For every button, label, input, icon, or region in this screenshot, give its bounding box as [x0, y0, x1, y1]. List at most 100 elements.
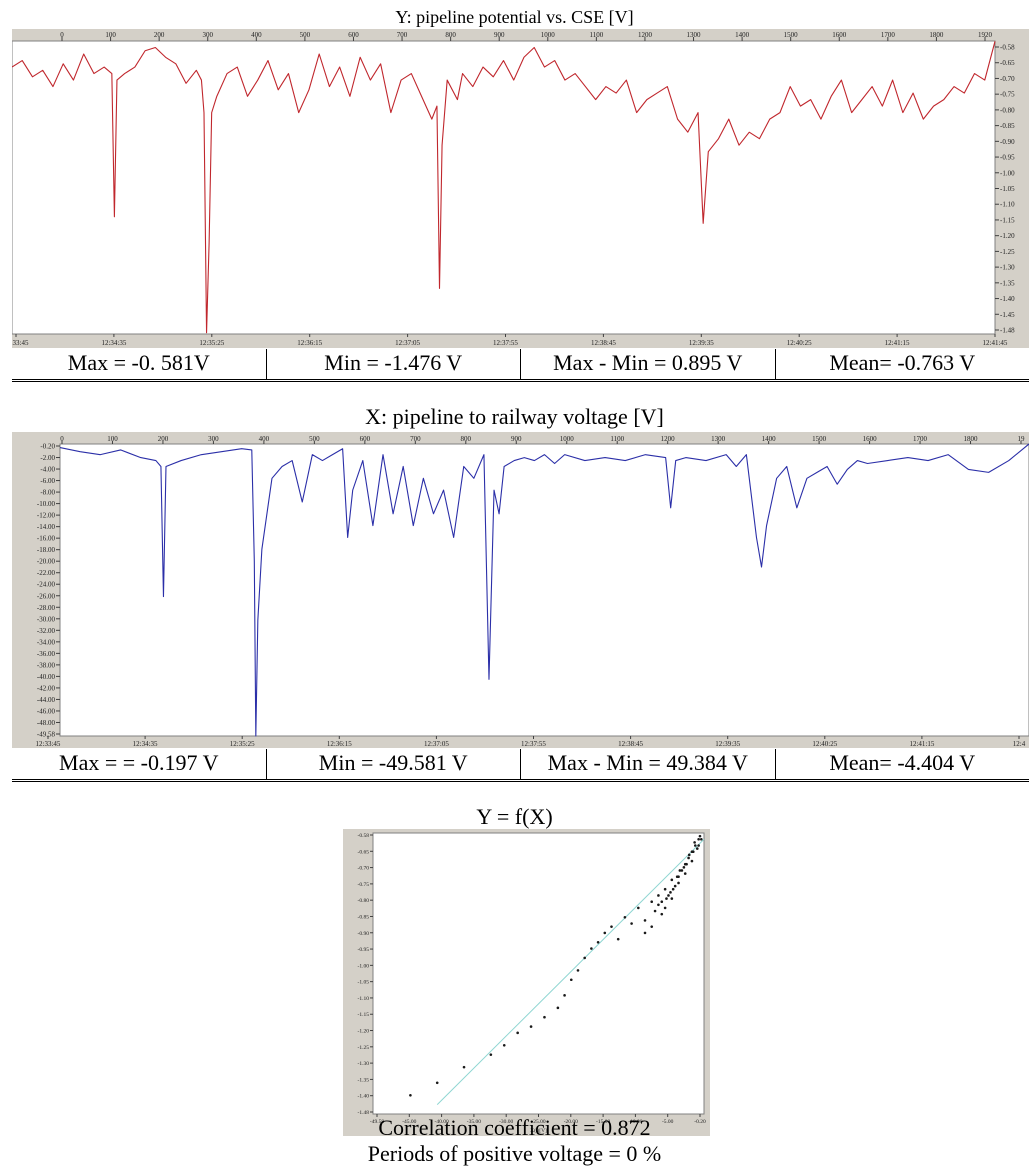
scatter-fit-line	[436, 838, 705, 1105]
x-chart-series-line	[59, 443, 1029, 737]
y-chart-top-tick-label: 1800	[929, 31, 944, 39]
x-chart-top-tick-label: 1600	[863, 435, 878, 443]
x-chart-top-tick-label: 700	[410, 435, 421, 443]
x-chart-top-tick-label: 500	[309, 435, 320, 443]
x-stat-mean: Mean= -4.404 V	[829, 750, 976, 775]
scatter-point	[691, 850, 695, 854]
scatter-point	[678, 869, 682, 872]
x-stats-row: Max = = -0.197 V Min = -49.581 V Max - M…	[12, 749, 1029, 782]
scatter-point	[687, 853, 691, 857]
scatter-point	[563, 994, 566, 997]
y-chart: 0 100 200 300 400 500 600 700 800 900 1000 1100 1200…	[12, 31, 1015, 347]
x-chart-time-tick-label: 12:37:55	[521, 740, 546, 748]
scatter-point	[569, 978, 573, 982]
scatter-x-axis-label: X(t)[V]	[530, 1127, 547, 1134]
y-chart-y-tick-label: -1.45	[1000, 311, 1015, 319]
scatter-point	[695, 847, 699, 850]
scatter-x-tick-label: -30.00	[499, 1119, 513, 1125]
x-stat-min: Min = -49.581 V	[267, 749, 521, 779]
x-chart-y-tick-label: -22.00	[37, 569, 56, 577]
scatter-y-tick-label: -1.10	[358, 996, 370, 1002]
y-chart-time-tick-label: 12:40:25	[787, 339, 812, 347]
y-chart-y-tick-label: -1.25	[1000, 248, 1015, 256]
scatter-point	[677, 881, 680, 885]
y-chart-top-tick-label: 1500	[784, 31, 799, 39]
x-chart-y-tick-label: -32.00	[37, 627, 56, 635]
scatter-x-tick-label: -20.00	[564, 1119, 578, 1125]
scatter-point	[697, 844, 700, 847]
scatter-point	[685, 862, 688, 866]
x-chart-y-tick-label: -38.00	[37, 661, 56, 669]
x-chart-y-tick-label: -10.00	[37, 500, 56, 508]
x-chart-y-tick-label: -36.00	[37, 650, 56, 658]
scatter-point	[409, 1093, 412, 1097]
scatter-point	[670, 897, 674, 900]
scatter-point	[462, 1065, 466, 1069]
y-chart-top-tick-label: 1600	[832, 31, 847, 39]
y-chart-y-tick-label: -0.95	[1000, 154, 1015, 162]
scatter-point	[516, 1031, 519, 1035]
y-chart-top-tick-label: 300	[202, 31, 213, 39]
x-chart-y-tick-label: -40.00	[37, 673, 56, 681]
y-chart-y-tick-label: -1.20	[1000, 232, 1015, 240]
scatter-x-tick-label: -35.00	[467, 1119, 481, 1125]
scatter-x-tick-label: -15.00	[596, 1119, 610, 1125]
y-chart-top-tick-label: 1200	[638, 31, 653, 39]
x-chart-y-tick-label: -34.00	[37, 638, 56, 646]
x-chart-time-tick-label: 12:38:45	[618, 740, 643, 748]
y-chart-top-tick-label: 500	[300, 31, 311, 39]
y-chart-y-tick-label: -0.80	[1000, 106, 1015, 114]
y-chart-top-tick-label: 0	[60, 31, 64, 39]
y-chart-plot-area	[12, 40, 996, 335]
y-chart-time-tick-label: 12:37:55	[493, 339, 518, 347]
scatter-point	[663, 906, 667, 910]
scatter-point	[643, 931, 647, 935]
scatter-point	[603, 931, 607, 935]
y-chart-top-tick-label: 1100	[589, 31, 603, 39]
scatter-title: Y = f(X)	[476, 804, 553, 829]
x-chart-top-tick-label: 100	[107, 435, 118, 443]
y-chart-time-tick-label: 12:36:15	[297, 339, 322, 347]
x-stat-range: Max - Min = 49.384 V	[521, 749, 776, 779]
scatter-y-tick-label: -0.58	[358, 833, 370, 839]
y-chart-top-tick-label: 200	[154, 31, 165, 39]
scatter-point	[630, 922, 633, 925]
scatter-point	[596, 940, 600, 944]
y-chart-time-tick-label: 12:33:45	[12, 339, 29, 347]
y-chart-y-tick-label: -1.48	[1000, 327, 1015, 335]
scatter-point	[653, 909, 657, 913]
y-chart-top-tick-label: 600	[348, 31, 359, 39]
x-chart-time-tick-label: 12:35:25	[230, 740, 255, 748]
y-chart-top-tick-label: 400	[251, 31, 262, 39]
y-stats-row: Max = -0. 581V Min = -1.476 V Max - Min …	[12, 349, 1029, 382]
scatter-point	[663, 887, 667, 891]
scatter-point	[665, 897, 668, 900]
scatter-point	[529, 1025, 533, 1028]
x-chart-plot-area	[59, 443, 1029, 737]
x-chart-top-tick-label: 800	[461, 435, 472, 443]
x-chart-y-tick-label: -12.00	[37, 512, 56, 520]
y-chart-frame: 0 100 200 300 400 500 600 700 800 900 1000 1100 1200…	[12, 29, 1029, 348]
y-chart-y-tick-label: -1.30	[1000, 264, 1015, 272]
y-stat-max: Max = -0. 581V	[12, 349, 267, 379]
x-chart-top-tick-label: 600	[360, 435, 371, 443]
x-chart-top-tick-label: 900	[511, 435, 522, 443]
x-chart-top-tick-label: 1700	[913, 435, 928, 443]
scatter-x-tick-label: -0.20	[694, 1119, 706, 1125]
scatter-y-tick-label: -1.48	[358, 1110, 370, 1116]
y-chart-time-tick-label: 12:35:25	[199, 339, 224, 347]
scatter-point	[660, 900, 664, 903]
scatter-point	[675, 875, 679, 879]
scatter-point	[697, 837, 700, 841]
scatter-point	[693, 844, 697, 847]
scatter-point	[687, 856, 690, 860]
scatter-frame: -0.58 -0.65 -0.70 -0.75 -0.80 -0.85 -0.90 -0.95…	[343, 829, 710, 1136]
y-chart-y-tick-label: -1.40	[1000, 295, 1015, 303]
x-chart-y-tick-label: -28.00	[37, 604, 56, 612]
x-chart-frame: 0 100 200 300 400 500 600 700 800 900 1000 1100 1200…	[12, 432, 1029, 748]
y-chart-y-tick-label: -0.65	[1000, 59, 1015, 67]
x-chart-y-tick-label: -30.00	[37, 615, 56, 623]
scatter-point	[576, 969, 580, 972]
x-chart-time-tick-label: 12:40:25	[812, 740, 837, 748]
y-chart-time-tick-label: 12:38:45	[591, 339, 616, 347]
